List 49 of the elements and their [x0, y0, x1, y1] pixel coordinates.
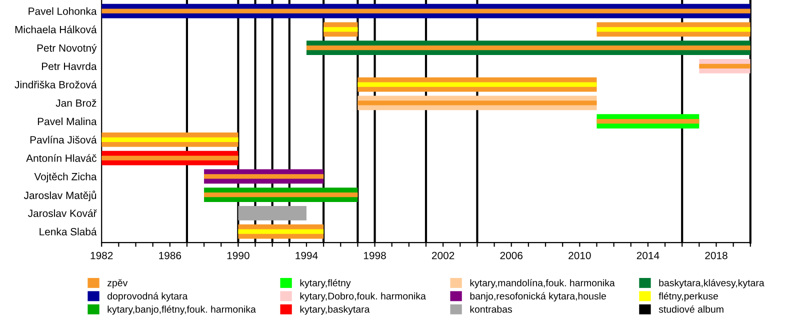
x-tick-label: 2002	[432, 252, 454, 260]
y-tick-label: Petr Novotný	[37, 44, 97, 54]
legend-label: studiové album	[658, 305, 724, 313]
y-tick-label: Michaela Hálková	[15, 26, 97, 34]
bar	[358, 100, 597, 106]
legend-label: kytary,mandolína,fouk. harmonika	[470, 279, 615, 288]
y-tick-label: Jan Brož	[56, 99, 96, 107]
bar	[238, 229, 324, 234]
y-tick-label: Antonín Hlaváč	[26, 154, 96, 162]
x-tick-label: 2010	[568, 252, 591, 260]
y-tick-label: Vojtěch Zicha	[34, 172, 97, 182]
x-tick-label: 2018	[705, 252, 728, 260]
bar	[358, 82, 597, 87]
legend-label: kytary,flétny	[300, 279, 351, 288]
y-tick-label: Jaroslav Kovář	[28, 209, 97, 218]
x-tick-label: 1990	[227, 252, 250, 260]
legend-label: kytary,Dobro,fouk. harmonika	[300, 292, 426, 302]
y-tick-label: Jaroslav Matějů	[24, 190, 96, 202]
bar	[596, 118, 700, 124]
legend-label: baskytara,klávesy,kytara	[659, 279, 764, 288]
y-tick-label: Pavel Lohonka	[28, 7, 97, 15]
legend-label: flétny,perkuse	[658, 292, 718, 302]
legend-label: banjo,resofonická kytara,housle	[470, 292, 606, 302]
bar	[204, 192, 358, 198]
bar	[306, 45, 750, 50]
legend-label: kontrabas	[470, 306, 512, 313]
y-tick-label: Petr Havrda	[42, 62, 97, 70]
bar	[324, 27, 358, 32]
x-tick-label: 1998	[364, 252, 386, 260]
y-tick-label: Jindřiška Brožová	[14, 80, 97, 88]
x-tick-label: 2006	[500, 252, 522, 260]
x-tick-label: 2014	[636, 252, 660, 260]
bar	[102, 137, 238, 142]
bar	[699, 64, 750, 68]
legend-label: kytary,baskytara	[300, 306, 370, 315]
bar	[596, 27, 750, 32]
x-tick-label: 1982	[90, 252, 113, 260]
x-tick-label: 1994	[296, 252, 318, 260]
bar	[204, 174, 324, 179]
bar	[238, 206, 306, 220]
bar	[102, 8, 750, 14]
y-tick-label: Pavel Malina	[38, 118, 97, 126]
legend-label: doprovodná kytara	[108, 292, 188, 302]
legend-label: zpěv	[108, 279, 128, 288]
y-tick-label: Lenka Slabá	[40, 228, 97, 236]
x-tick-label: 1986	[159, 252, 182, 260]
y-tick-label: Pavlína Jišová	[30, 136, 97, 144]
bar	[102, 156, 238, 160]
legend-label: kytary,banjo,flétny,fouk. harmonika	[108, 305, 256, 315]
